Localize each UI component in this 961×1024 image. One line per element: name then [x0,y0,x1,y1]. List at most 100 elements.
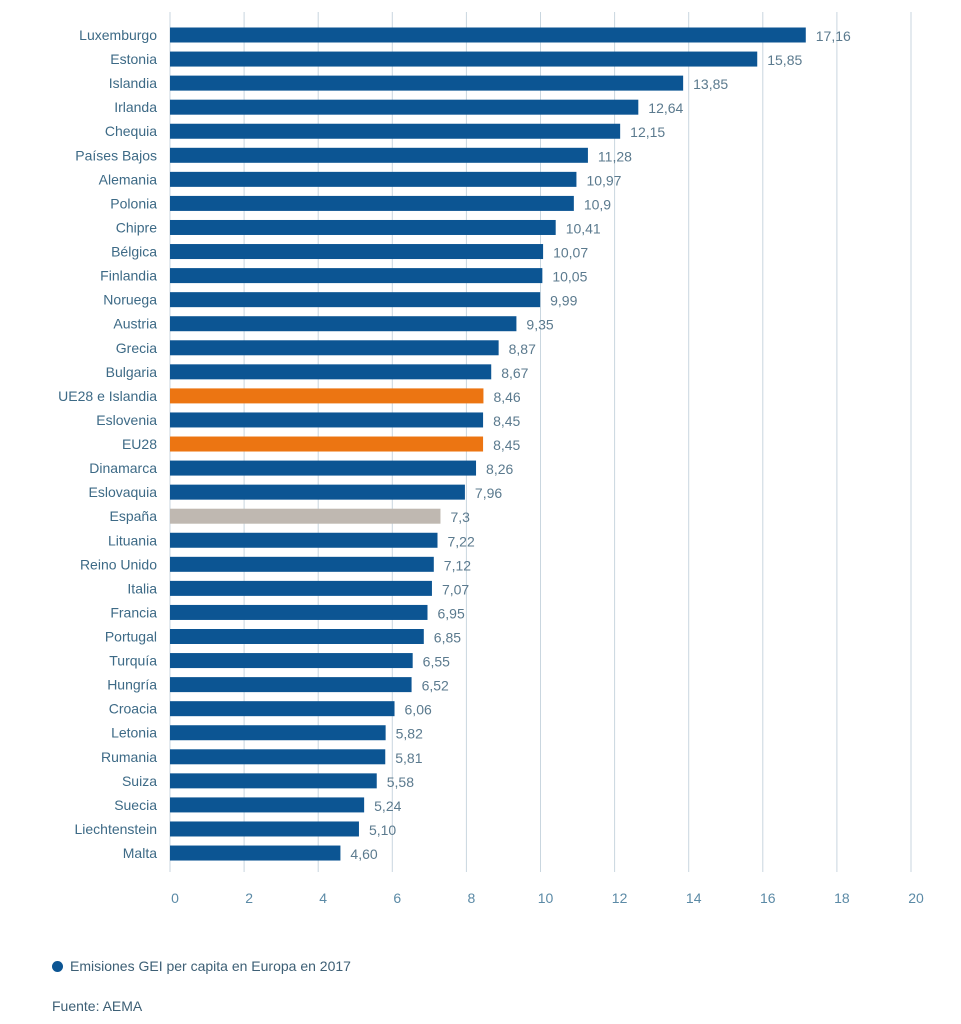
value-label: 9,99 [550,293,577,309]
category-label: Países Bajos [75,147,157,163]
category-label: Italia [127,580,157,596]
value-label: 6,06 [405,702,432,718]
value-label: 8,45 [493,437,520,453]
value-label: 5,24 [374,798,401,814]
value-label: 6,95 [437,605,464,621]
category-label: Chipre [116,219,157,235]
category-label: Eslovaquia [89,484,158,500]
category-label: Chequia [105,123,157,139]
category-label: Grecia [116,340,157,356]
category-label: Letonia [111,725,157,741]
category-label: Suiza [122,773,157,789]
category-label: EU28 [122,436,157,452]
category-label: Dinamarca [89,460,157,476]
bar [170,749,386,765]
x-tick-label: 0 [171,890,179,906]
value-label: 10,9 [584,196,611,212]
category-label: Islandia [109,75,157,91]
bar [170,340,499,356]
bar [170,460,477,476]
bar [170,556,434,572]
value-label: 11,28 [598,148,632,164]
bar [170,27,806,43]
bar [170,773,377,789]
legend: Emisiones GEI per capita en Europa en 20… [52,958,351,974]
category-label: Estonia [110,51,157,67]
bar [170,629,424,644]
category-label: Irlanda [114,99,157,115]
value-label: 5,81 [395,750,422,766]
value-label: 12,64 [648,100,683,116]
bars [170,27,806,861]
bar [170,147,588,163]
value-label: 15,85 [767,52,802,68]
value-label: 8,67 [501,365,528,381]
category-label: Reino Unido [80,556,157,572]
x-tick-label: 2 [245,890,253,906]
x-tick-label: 6 [393,890,401,906]
category-label: Malta [123,845,157,861]
bar [170,845,341,861]
bar [170,412,484,428]
bar [170,388,484,404]
category-label: Portugal [105,629,157,645]
x-tick-label: 18 [834,890,850,906]
value-labels: 17,16 15,85 13,85 12,64 12,15 11,28 10,97 10,9 1… [350,28,851,862]
value-label: 7,07 [442,581,469,597]
x-tick-label: 10 [538,890,554,906]
bar [170,580,432,596]
category-label: Bulgaria [106,364,158,380]
bar [170,484,465,500]
value-label: 6,55 [423,654,450,670]
value-label: 10,41 [566,220,601,236]
bar [170,677,412,693]
category-label: Austria [113,316,157,332]
category-label: Hungría [107,677,157,693]
bar [170,75,684,91]
value-label: 12,15 [630,124,665,140]
category-label: Alemania [99,171,158,187]
value-label: 6,85 [434,630,461,646]
category-label: Croacia [109,701,157,717]
value-label: 7,12 [444,557,471,573]
category-label: Polonia [110,195,157,211]
x-tick-label: 20 [908,890,924,906]
category-label: Bélgica [111,244,157,260]
bar [170,244,544,260]
value-label: 6,52 [422,678,449,694]
bar [170,436,484,452]
category-label: UE28 e Islandia [58,388,157,404]
category-label: Suecia [114,797,157,813]
value-label: 8,87 [509,341,536,357]
value-label: 5,10 [369,822,396,838]
bar [170,171,577,187]
bar [170,508,441,524]
category-label: Noruega [103,292,157,308]
bar [170,195,574,211]
bar [170,123,621,139]
category-label: Liechtenstein [74,821,157,837]
bar [170,219,556,235]
bar [170,292,541,308]
category-label: Francia [110,604,157,620]
category-label: España [110,508,158,524]
value-label: 10,07 [553,245,588,261]
bar [170,51,758,67]
value-label: 13,85 [693,76,728,92]
value-label: 10,97 [586,172,621,188]
bar [170,532,438,548]
bar [170,797,365,813]
x-tick-label: 14 [686,890,702,906]
source-note: Fuente: AEMA [52,998,143,1014]
value-label: 8,46 [493,389,520,405]
category-label: Turquía [109,653,157,669]
bar-chart: Luxemburgo Estonia Islandia Irlanda Chequia P… [58,12,924,906]
value-label: 5,82 [396,726,423,742]
value-label: 5,58 [387,774,414,790]
category-label: Lituania [108,532,157,548]
value-label: 8,45 [493,413,520,429]
value-label: 9,35 [526,317,553,333]
category-label: Rumania [101,749,157,765]
value-label: 4,60 [350,846,377,862]
legend-label: Emisiones GEI per capita en Europa en 20… [70,958,351,974]
